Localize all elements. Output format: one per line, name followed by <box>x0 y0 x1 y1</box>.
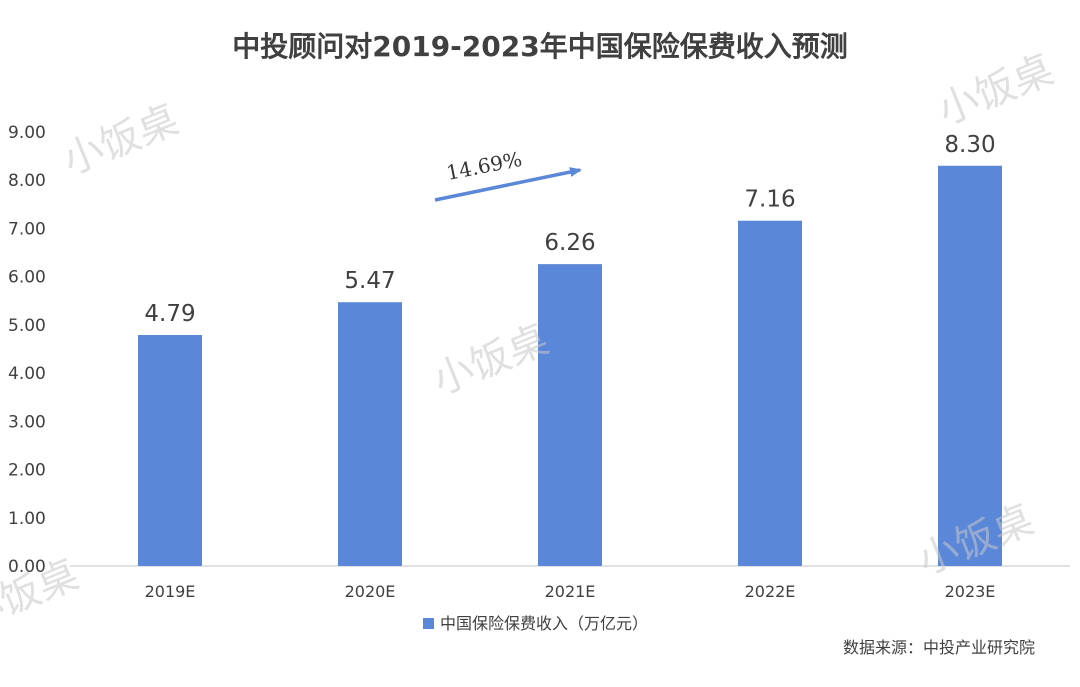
x-axis-ticks: 2019E 2020E 2021E 2022E 2023E <box>145 582 996 601</box>
bar-2023E <box>938 165 1002 566</box>
legend-swatch <box>423 618 434 629</box>
y-tick-label: 3.00 <box>8 412 46 432</box>
data-label: 7.16 <box>744 187 795 213</box>
bar-2022E <box>738 220 802 566</box>
y-tick-label: 4.00 <box>8 364 46 384</box>
source-note: 数据来源：中投产业研究院 <box>843 638 1035 657</box>
growth-annotation: 14.69% <box>434 147 582 202</box>
watermark-center: 小饭桌 <box>427 317 555 405</box>
bars <box>138 165 1002 566</box>
bar-2019E <box>138 335 202 566</box>
bar-2021E <box>538 264 602 566</box>
data-label: 5.47 <box>344 268 395 294</box>
bar-2020E <box>338 302 402 566</box>
x-tick-label: 2021E <box>545 582 596 601</box>
watermark-top-left: 小饭桌 <box>57 97 185 185</box>
watermark-top-right: 小饭桌 <box>932 47 1060 135</box>
legend-label: 中国保险保费收入（万亿元） <box>440 614 648 633</box>
legend: 中国保险保费收入（万亿元） <box>423 614 648 633</box>
y-axis-ticks: 0.00 1.00 2.00 3.00 4.00 5.00 6.00 7.00 8.00 9.00 <box>8 123 46 577</box>
x-tick-label: 2019E <box>145 582 196 601</box>
data-labels: 4.79 5.47 6.26 7.16 8.30 <box>144 132 995 327</box>
x-tick-label: 2020E <box>345 582 396 601</box>
y-tick-label: 5.00 <box>8 316 46 336</box>
y-tick-label: 1.00 <box>8 509 46 529</box>
x-tick-label: 2022E <box>745 582 796 601</box>
chart-title: 中投顾问对2019-2023年中国保险保费收入预测 <box>232 30 847 63</box>
y-tick-label: 9.00 <box>8 123 46 143</box>
y-tick-label: 8.00 <box>8 171 46 191</box>
y-tick-label: 6.00 <box>8 268 46 288</box>
growth-rate-label: 14.69% <box>444 147 523 185</box>
growth-arrow <box>434 167 582 202</box>
x-tick-label: 2023E <box>945 582 996 601</box>
data-label: 8.30 <box>944 132 995 158</box>
data-label: 6.26 <box>544 230 595 256</box>
data-label: 4.79 <box>144 301 195 327</box>
y-tick-label: 7.00 <box>8 219 46 239</box>
y-tick-label: 0.00 <box>8 557 46 577</box>
y-tick-label: 2.00 <box>8 461 46 481</box>
